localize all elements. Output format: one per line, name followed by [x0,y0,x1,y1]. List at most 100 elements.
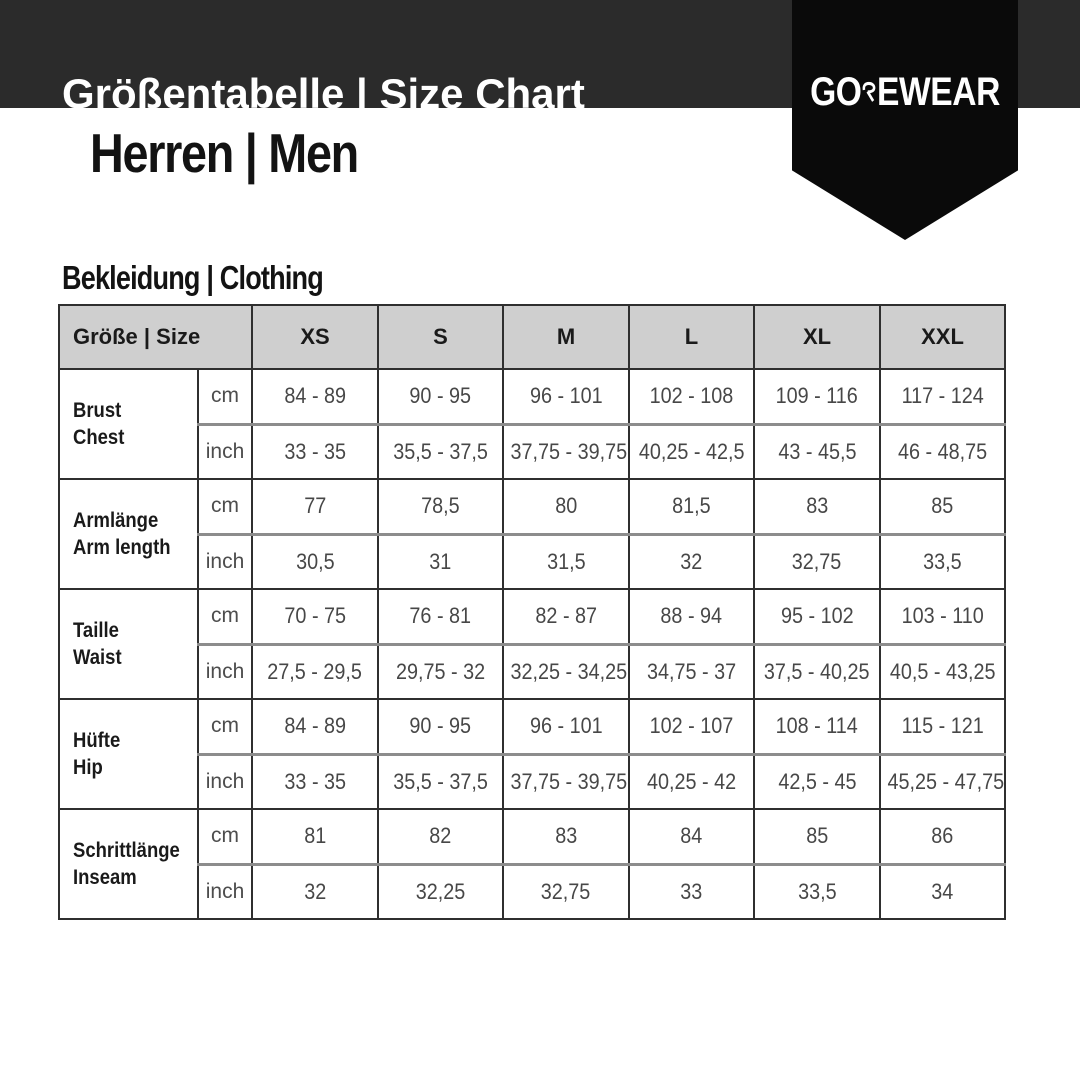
value-text: 108 - 114 [775,713,859,739]
value-cell-cm: 84 - 89 [251,368,379,426]
value-cell-inch: 33,5 [753,863,881,920]
value-cell-cm: 84 [628,808,755,866]
value-cell-inch: 32 [251,863,379,920]
value-text: 103 - 110 [901,603,984,629]
value-cell-inch: 37,75 - 39,75 [502,753,630,810]
value-text: 32,75 [792,548,842,574]
value-cell-cm: 96 - 101 [502,698,630,756]
measurement-row-cm: Hüfte Hip cm 84 - 89 90 - 95 96 - 101 102 - 10… [58,698,1006,810]
value-cell-cm: 102 - 108 [628,368,755,426]
value-text: 102 - 107 [649,713,734,739]
value-cell-inch: 31,5 [502,533,630,590]
value-cell-cm: 115 - 121 [879,698,1006,756]
value-cell-cm: 109 - 116 [753,368,881,426]
value-text: 37,5 - 40,25 [764,658,870,684]
value-text: 85 [805,823,829,849]
value-text: 85 [931,493,954,519]
unit-cell-cm: cm [197,698,253,756]
value-text: 43 - 45,5 [777,438,857,464]
value-cell-cm: 117 - 124 [879,368,1006,426]
value-cell-cm: 102 - 107 [628,698,755,756]
value-cell-inch: 34 [879,863,1006,920]
value-cell-cm: 84 - 89 [251,698,379,756]
value-text: 96 - 101 [529,383,603,409]
value-text: 81 [303,823,327,849]
measurement-label-cell: Taille Waist [58,588,199,700]
measurement-row-inch: inch 33 - 35 35,5 - 37,5 37,75 - 39,75 40,25… [59,753,1006,810]
value-text: 46 - 48,75 [897,438,988,464]
measurement-label-de: Hüfte [73,728,121,752]
value-cell-cm: 83 [502,808,630,866]
value-cell-inch: 32,25 [377,863,504,920]
measurement-row-cm: Taille Waist cm 70 - 75 76 - 81 82 - 87 88 - 9… [58,588,1006,700]
value-cell-cm: 82 - 87 [502,588,630,646]
value-text: 90 - 95 [409,713,472,739]
value-text: 32,75 [541,878,591,904]
value-text: 83 [805,493,829,519]
measurement-label-de: Brust [73,398,122,422]
measurement-row-cm: Schrittlänge Inseam cm 81 82 83 84 85 86 [58,808,1006,920]
value-text: 83 [554,823,578,849]
value-text: 84 - 89 [284,713,346,739]
value-text: 27,5 - 29,5 [267,658,363,684]
measurement-row-inch: inch 27,5 - 29,5 29,75 - 32 32,25 - 34,25 34… [59,643,1006,700]
value-cell-inch: 33,5 [879,533,1006,590]
subtitle-gender: Herren | Men [90,122,359,184]
value-cell-cm: 85 [879,478,1006,536]
value-cell-inch: 31 [377,533,504,590]
value-cell-inch: 27,5 - 29,5 [251,643,379,700]
value-cell-inch: 33 [628,863,755,920]
measurement-label-de: Taille [73,618,119,642]
value-cell-inch: 35,5 - 37,5 [377,753,504,810]
value-cell-cm: 81 [251,808,379,866]
value-text: 95 - 102 [780,603,854,629]
value-text: 102 - 108 [649,383,734,409]
value-text: 86 [931,823,954,849]
size-col-header-xs: XS [251,304,379,370]
size-col-header-xl: XL [753,304,881,370]
value-cell-inch: 43 - 45,5 [753,423,881,480]
value-text: 82 - 87 [535,603,597,629]
measurement-label-en: Hip [73,756,103,779]
size-table: Größe | Size XS S M L XL XXL Brust Chest c… [58,304,1006,920]
value-cell-inch: 33 - 35 [251,753,379,810]
measurement-label-text: Armlänge Arm length [73,507,171,562]
measurement-row-inch: inch 32 32,25 32,75 33 33,5 34 [59,863,1006,920]
value-cell-cm: 81,5 [628,478,755,536]
value-cell-inch: 32,25 - 34,25 [502,643,630,700]
value-cell-inch: 29,75 - 32 [377,643,504,700]
size-header-row: Größe | Size XS S M L XL XXL [58,304,1006,370]
value-cell-cm: 95 - 102 [753,588,881,646]
value-text: 34,75 - 37 [646,658,737,684]
unit-cell-inch: inch [197,753,253,810]
value-cell-cm: 90 - 95 [377,698,504,756]
value-text: 82 [429,823,452,849]
measurement-label-text: Taille Waist [73,617,122,672]
value-text: 40,25 - 42 [646,768,737,794]
value-cell-cm: 90 - 95 [377,368,504,426]
size-col-header-xxl: XXL [879,304,1006,370]
value-cell-inch: 35,5 - 37,5 [377,423,504,480]
value-cell-cm: 96 - 101 [502,368,630,426]
value-text: 88 - 94 [660,603,723,629]
value-text: 35,5 - 37,5 [393,768,488,794]
gorewear-stylized-r-icon [862,81,876,102]
brand-ribbon: GO EWEAR [792,0,1018,240]
value-text: 32 [680,548,703,574]
value-cell-cm: 86 [879,808,1006,866]
value-text: 32 [303,878,327,904]
value-cell-inch: 42,5 - 45 [753,753,881,810]
measurement-label-cell: Armlänge Arm length [58,478,199,590]
value-text: 33,5 [923,548,962,574]
value-text: 90 - 95 [409,383,472,409]
measurement-label-en: Chest [73,426,125,449]
value-text: 96 - 101 [529,713,603,739]
logo-text-suffix: EWEAR [876,70,1000,114]
measurement-label-cell: Brust Chest [58,368,199,480]
unit-cell-inch: inch [197,643,253,700]
value-text: 33 [680,878,703,904]
measurement-label-en: Inseam [73,866,137,889]
value-cell-cm: 76 - 81 [377,588,504,646]
measurement-label-text: Hüfte Hip [73,727,120,782]
measurement-label-cell: Schrittlänge Inseam [58,808,199,920]
